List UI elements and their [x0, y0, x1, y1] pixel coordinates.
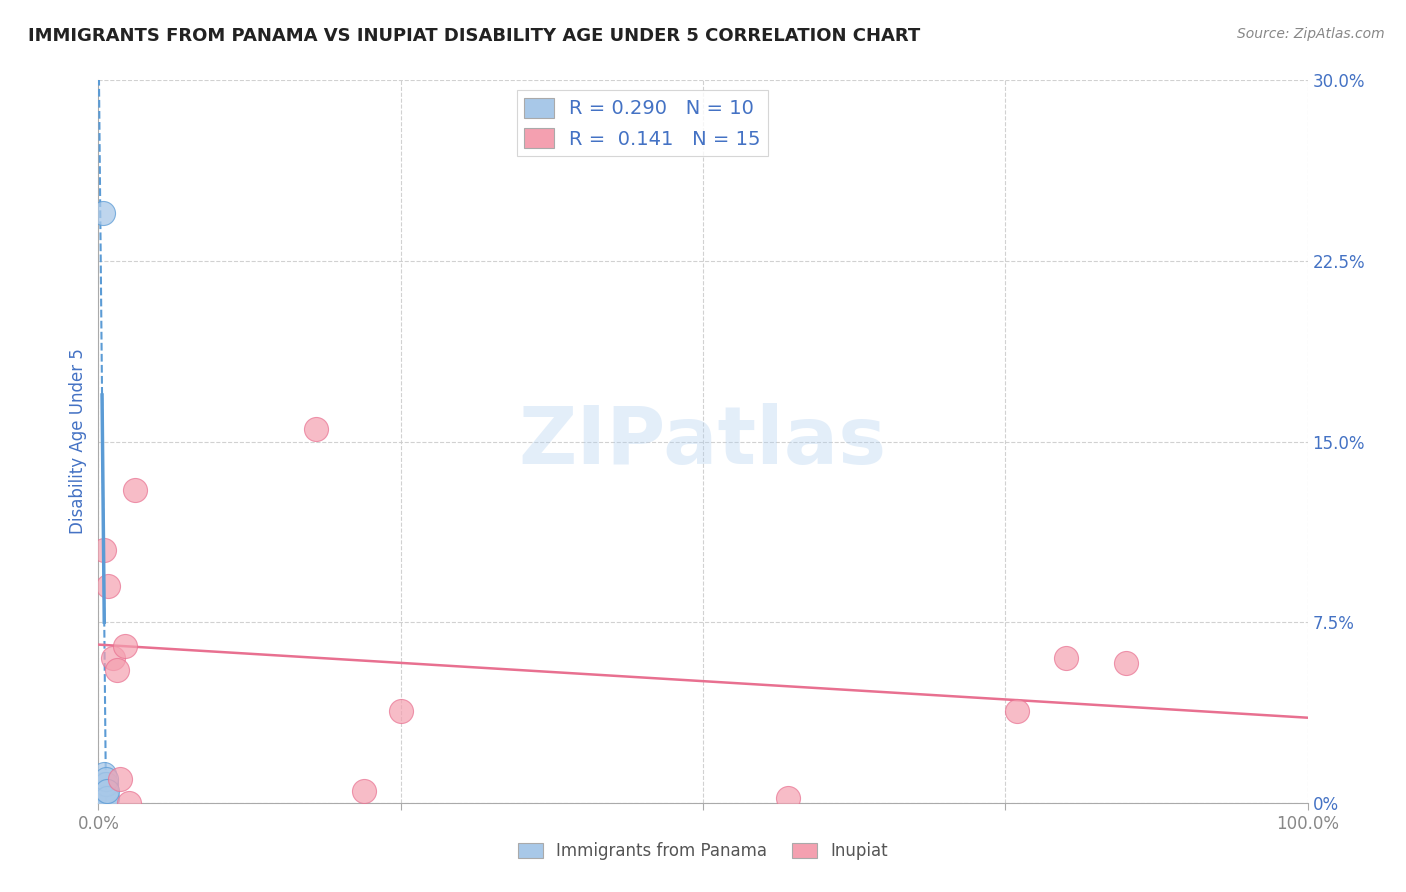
- Point: [118, 796, 141, 810]
- Text: Source: ZipAtlas.com: Source: ZipAtlas.com: [1237, 27, 1385, 41]
- Point: [1115, 656, 1137, 670]
- Text: ZIPatlas: ZIPatlas: [519, 402, 887, 481]
- Point: [94, 776, 117, 790]
- Point: [1054, 651, 1077, 665]
- Point: [97, 579, 120, 593]
- Point: [94, 772, 117, 786]
- Point: [93, 767, 115, 781]
- Point: [124, 483, 146, 497]
- Point: [101, 651, 124, 665]
- Point: [389, 704, 412, 718]
- Text: IMMIGRANTS FROM PANAMA VS INUPIAT DISABILITY AGE UNDER 5 CORRELATION CHART: IMMIGRANTS FROM PANAMA VS INUPIAT DISABI…: [28, 27, 921, 45]
- Legend: Immigrants from Panama, Inupiat: Immigrants from Panama, Inupiat: [512, 836, 894, 867]
- Point: [93, 776, 115, 790]
- Point: [108, 772, 131, 786]
- Point: [94, 791, 117, 805]
- Point: [96, 784, 118, 798]
- Point: [1007, 704, 1029, 718]
- Point: [776, 791, 799, 805]
- Point: [94, 784, 117, 798]
- Point: [353, 784, 375, 798]
- Point: [91, 205, 114, 219]
- Point: [93, 542, 115, 557]
- Point: [96, 791, 118, 805]
- Point: [93, 784, 115, 798]
- Point: [305, 422, 328, 436]
- Y-axis label: Disability Age Under 5: Disability Age Under 5: [69, 349, 87, 534]
- Point: [105, 664, 128, 678]
- Point: [114, 639, 136, 653]
